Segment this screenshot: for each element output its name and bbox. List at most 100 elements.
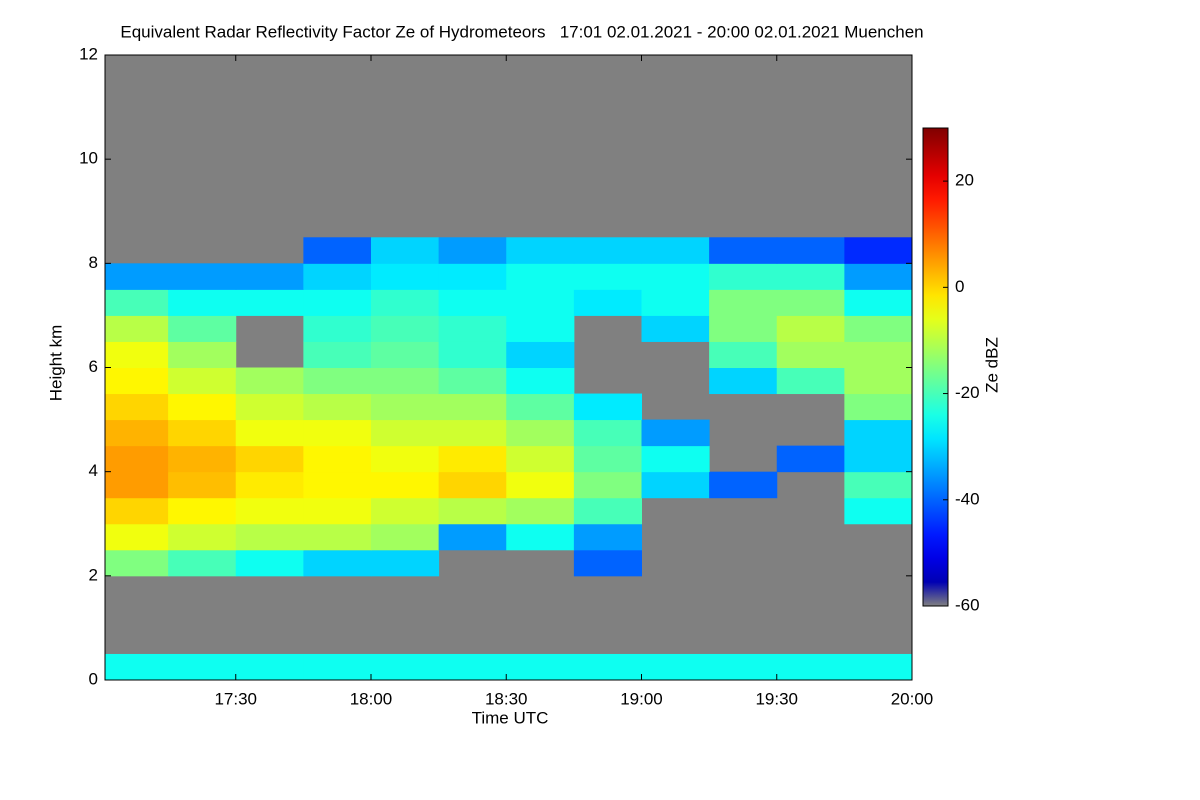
heatmap-cell <box>370 315 440 342</box>
heatmap-cell <box>235 289 304 316</box>
heatmap-cell <box>776 315 845 342</box>
heatmap-cell <box>506 445 575 473</box>
heatmap-cell <box>303 341 372 368</box>
heatmap-cell <box>168 471 237 499</box>
x-tick-label: 19:00 <box>620 689 663 708</box>
heatmap-cell <box>641 289 710 316</box>
heatmap-cell <box>303 237 372 264</box>
heatmap-cell <box>776 263 845 290</box>
heatmap-cell <box>105 263 169 290</box>
colorbar-label: Ze dBZ <box>982 337 1001 393</box>
colorbar-tick-label: -40 <box>955 489 980 508</box>
heatmap-cell <box>709 237 778 264</box>
heatmap-cell <box>303 523 372 551</box>
heatmap-cell <box>844 653 913 681</box>
heatmap-cell <box>370 393 440 421</box>
heatmap-cell <box>438 653 507 681</box>
x-tick-label: 18:00 <box>350 689 393 708</box>
heatmap-cell <box>573 549 642 577</box>
heatmap-cell <box>168 263 237 290</box>
heatmap-cell <box>438 445 507 473</box>
heatmap-cell <box>235 393 304 421</box>
heatmap-cell <box>235 445 304 473</box>
heatmap-cell <box>844 445 913 473</box>
chart-title: Equivalent Radar Reflectivity Factor Ze … <box>120 22 923 41</box>
heatmap-cell <box>844 263 913 290</box>
heatmap-cell <box>844 315 913 342</box>
heatmap-cell <box>168 393 237 421</box>
heatmap-cell <box>438 263 507 290</box>
heatmap-cell <box>168 367 237 395</box>
y-tick-label: 0 <box>89 669 98 688</box>
heatmap-cell <box>573 471 642 499</box>
heatmap-cell <box>105 497 169 525</box>
x-tick-label: 20:00 <box>891 689 934 708</box>
heatmap-cell <box>573 237 642 264</box>
heatmap-cell <box>235 497 304 525</box>
heatmap-cell <box>709 367 778 395</box>
heatmap-cell <box>168 419 237 447</box>
x-tick-label: 18:30 <box>485 689 528 708</box>
heatmap-cell <box>105 653 169 681</box>
heatmap-cell <box>105 393 169 421</box>
heatmap-cell <box>438 419 507 447</box>
heatmap-cell <box>303 497 372 525</box>
heatmap-cell <box>370 549 440 577</box>
heatmap-cell <box>303 653 372 681</box>
heatmap-cell <box>235 367 304 395</box>
heatmap-cell <box>168 523 237 551</box>
heatmap-cell <box>844 471 913 499</box>
heatmap-cell <box>370 289 440 316</box>
heatmap-cell <box>438 367 507 395</box>
heatmap-cell <box>776 367 845 395</box>
heatmap-cell <box>506 653 575 681</box>
heatmap-cell <box>438 471 507 499</box>
heatmap-cell <box>573 393 642 421</box>
heatmap-cell <box>370 653 440 681</box>
heatmap-cell <box>641 445 710 473</box>
heatmap-cell <box>506 367 575 395</box>
heatmap-cell <box>641 315 710 342</box>
heatmap-cell <box>438 289 507 316</box>
heatmap-cell <box>506 393 575 421</box>
heatmap-cell <box>105 471 169 499</box>
heatmap-cell <box>709 263 778 290</box>
heatmap-cell <box>235 523 304 551</box>
heatmap-cell <box>641 419 710 447</box>
y-tick-label: 10 <box>79 149 98 168</box>
heatmap-cell <box>709 289 778 316</box>
heatmap-cell <box>776 237 845 264</box>
heatmap-cell <box>105 341 169 368</box>
heatmap-cell <box>506 263 575 290</box>
heatmap-cell <box>641 237 710 264</box>
heatmap-cell <box>303 419 372 447</box>
heatmap-cell <box>438 341 507 368</box>
heatmap-cell <box>235 653 304 681</box>
heatmap-cell <box>506 289 575 316</box>
heatmap-cell <box>168 341 237 368</box>
colorbar-tick-label: -20 <box>955 383 980 402</box>
heatmap-cell <box>303 367 372 395</box>
heatmap-cell <box>370 367 440 395</box>
heatmap-cell <box>303 549 372 577</box>
heatmap-cell <box>506 237 575 264</box>
heatmap-cell <box>573 263 642 290</box>
heatmap-cell <box>168 497 237 525</box>
y-tick-label: 12 <box>79 44 98 63</box>
x-tick-label: 19:30 <box>755 689 798 708</box>
heatmap-cell <box>776 341 845 368</box>
y-tick-label: 6 <box>89 357 98 376</box>
colorbar-tick-label: 20 <box>955 171 974 190</box>
heatmap-cell <box>303 445 372 473</box>
heatmap-cell <box>506 497 575 525</box>
heatmap-cell <box>168 315 237 342</box>
heatmap-cell <box>573 289 642 316</box>
heatmap-cell <box>303 263 372 290</box>
heatmap-cell <box>370 263 440 290</box>
heatmap-cell <box>370 497 440 525</box>
colorbar-tick-label: 0 <box>955 277 964 296</box>
heatmap-cell <box>370 471 440 499</box>
heatmap-cell <box>776 653 845 681</box>
heatmap-cell <box>303 289 372 316</box>
colorbar <box>922 127 949 607</box>
